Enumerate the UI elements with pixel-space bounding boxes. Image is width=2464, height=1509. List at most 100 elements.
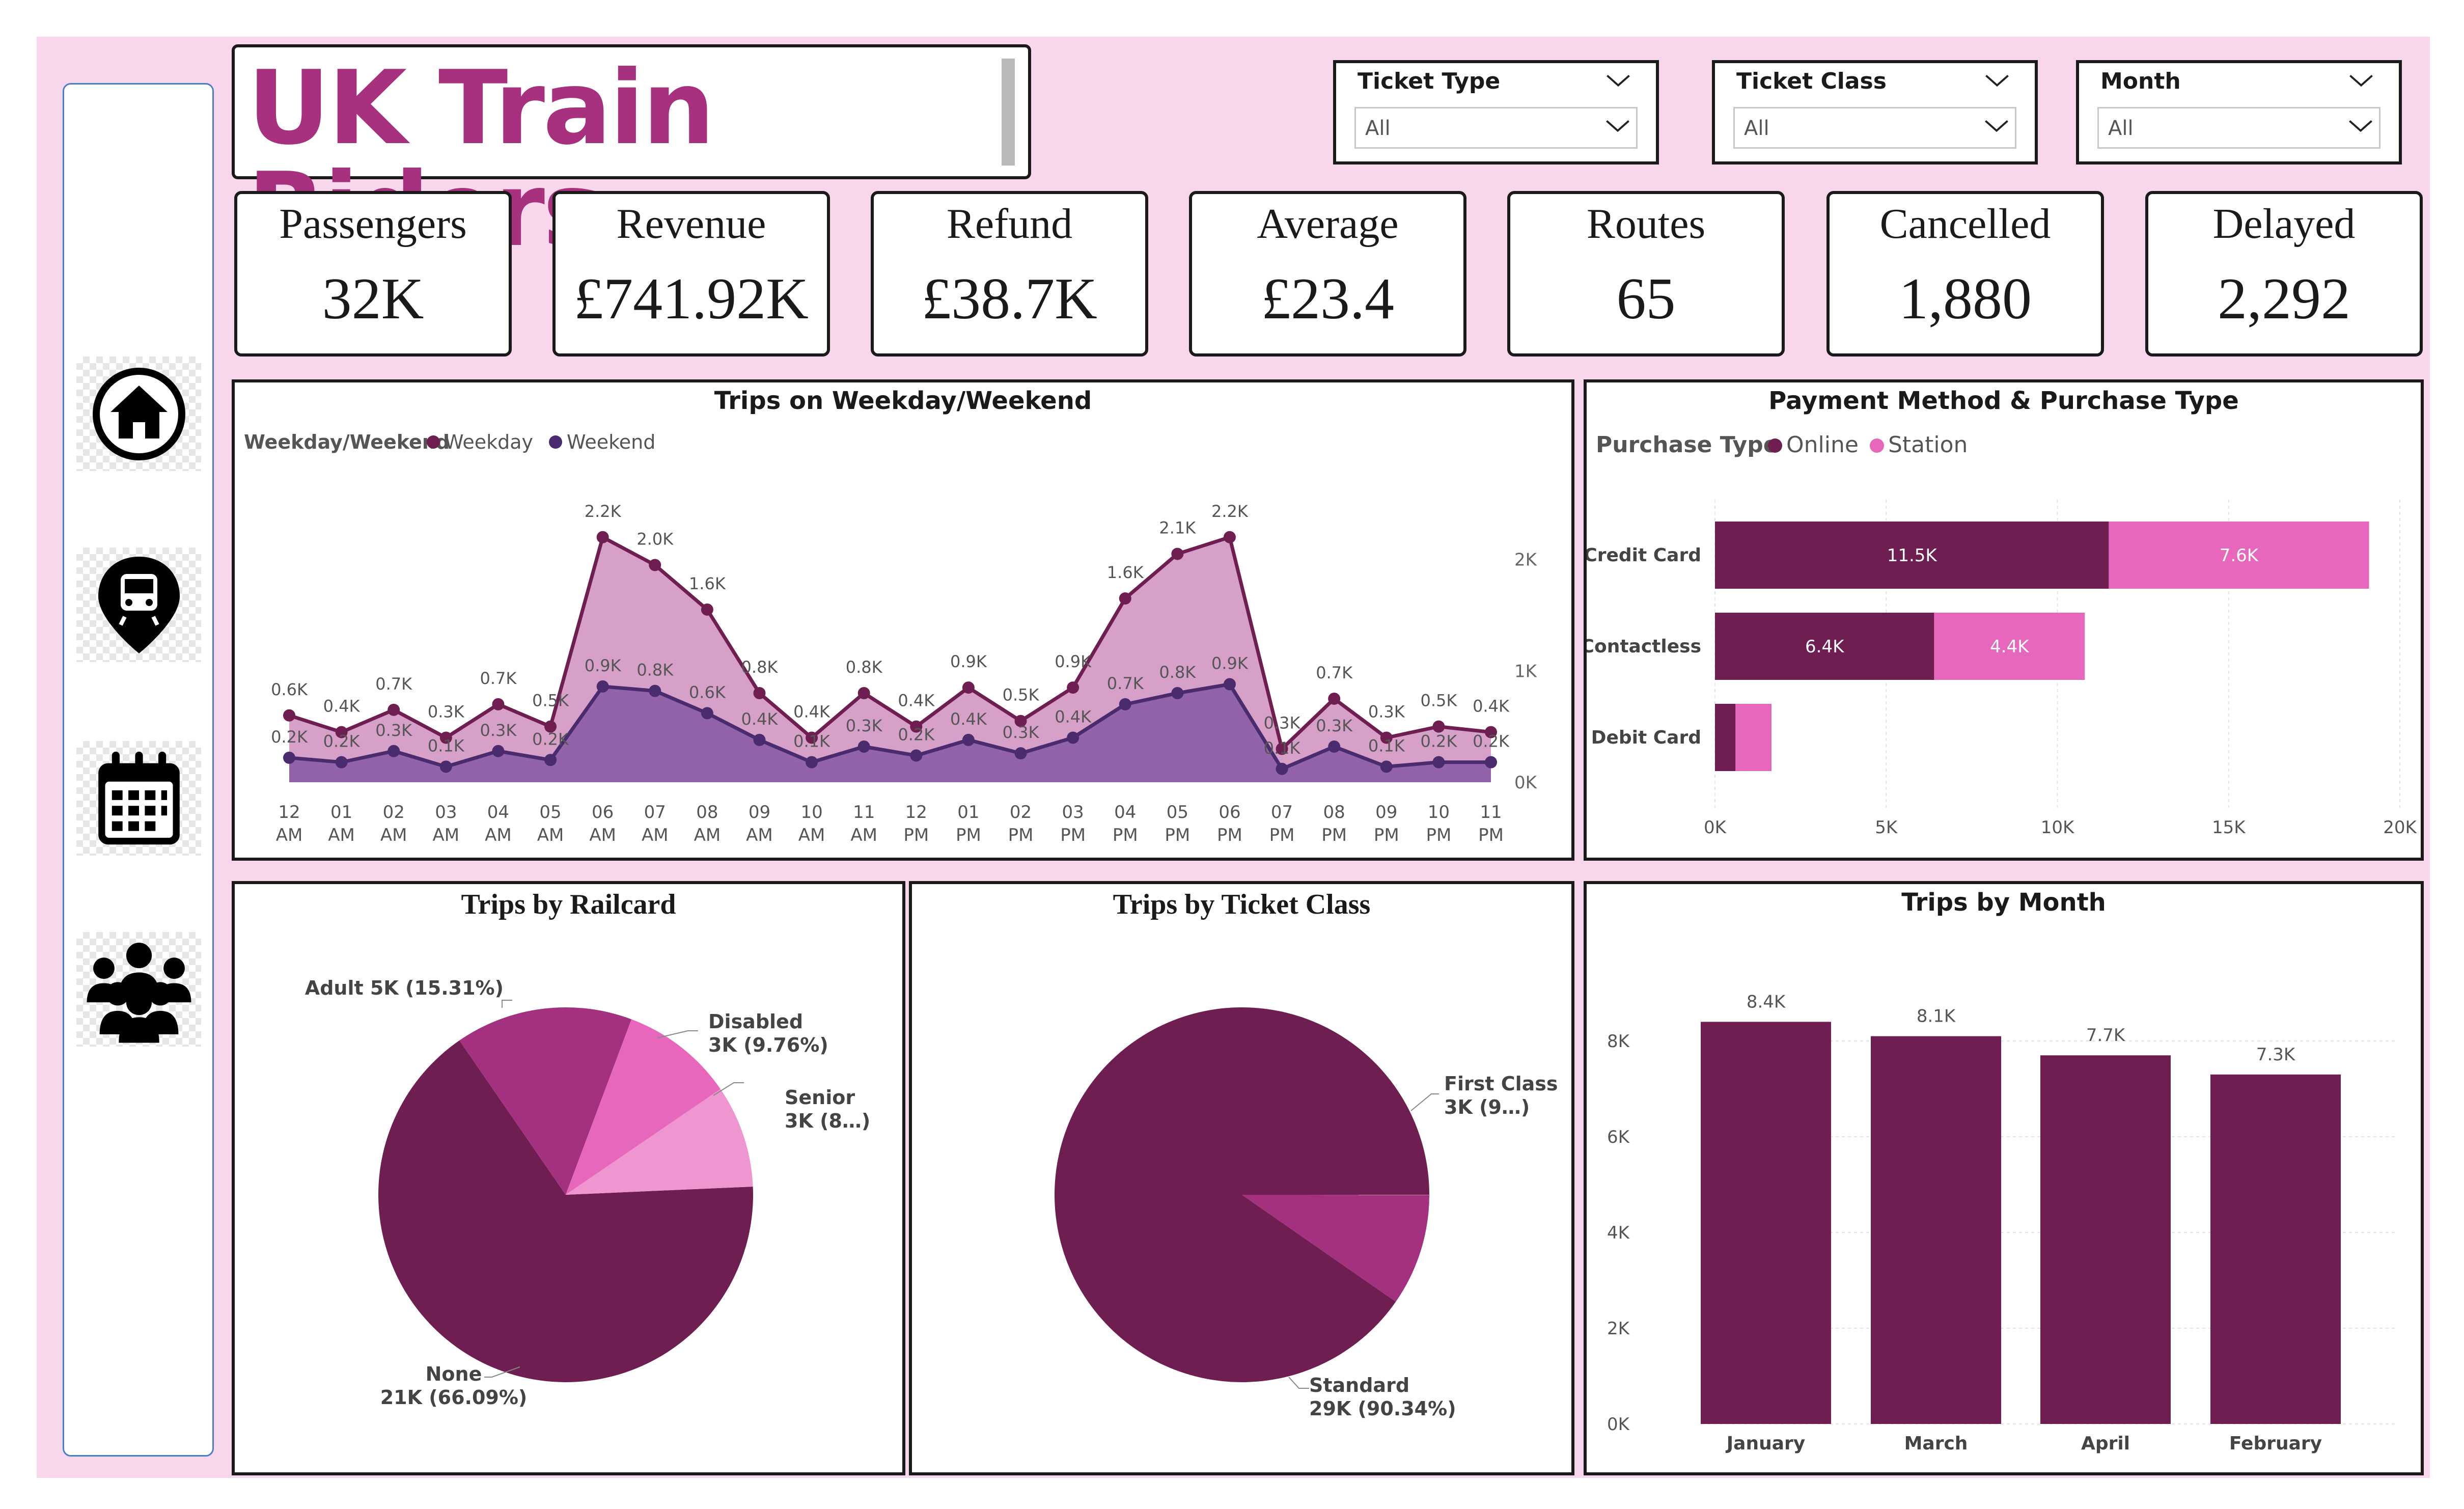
point-weekday[interactable] [1223,531,1236,543]
point-weekend[interactable] [649,684,661,697]
pie-label-value: 3K (9…) [1444,1096,1530,1118]
calendar-icon [98,751,180,844]
chevron-down-icon[interactable] [1985,74,2009,87]
bar-march[interactable] [1871,1036,2001,1424]
point-weekday[interactable] [335,726,348,738]
point-weekend[interactable] [283,751,295,764]
data-label-weekend: 0.7K [1107,674,1144,693]
point-weekday[interactable] [1485,726,1497,738]
point-weekend[interactable] [1328,740,1341,753]
point-weekend[interactable] [492,745,505,757]
point-weekday[interactable] [1328,692,1341,705]
bar-station[interactable] [1735,704,1771,771]
data-label-weekday: 0.3K [1368,702,1405,722]
point-weekend[interactable] [1432,756,1445,769]
bar-online[interactable] [1715,522,2109,589]
point-weekday[interactable] [544,720,557,733]
legend-label-weekend: Weekend [567,431,655,453]
pie-label-value: 3K (9.76%) [708,1034,828,1056]
bar-april[interactable] [2040,1055,2171,1424]
point-weekday[interactable] [387,703,400,716]
title-scrollbar[interactable] [1002,59,1015,166]
home-icon [92,367,185,460]
data-label-weekday: 1.6K [1107,563,1144,582]
people-icon [87,942,191,1043]
nav-passengers-button[interactable] [76,932,201,1047]
point-weekend[interactable] [1380,760,1393,773]
slicer-label: Ticket Class [1736,68,1887,94]
slicer-dropdown[interactable]: All [1733,107,2016,149]
point-weekend[interactable] [857,740,870,753]
point-weekday[interactable] [1171,547,1184,560]
point-weekend[interactable] [596,680,609,693]
chevron-down-icon[interactable] [1984,120,2009,132]
point-weekday[interactable] [1432,720,1445,733]
bar-online[interactable] [1715,704,1736,771]
point-weekend[interactable] [806,756,818,769]
bar-station[interactable] [1934,613,2085,680]
x-tick-label: 5K [1875,817,1898,838]
kpi-value: £38.7K [922,266,1097,332]
point-weekend[interactable] [701,707,713,720]
point-weekday[interactable] [1067,681,1079,694]
point-weekend[interactable] [753,733,766,746]
point-weekend[interactable] [335,756,348,769]
pie-slice-adult[interactable] [459,1007,632,1195]
point-weekend[interactable] [1067,731,1079,744]
leader-line [502,1000,512,1008]
point-weekday[interactable] [283,709,295,722]
pie-slice-senior[interactable] [566,1089,753,1195]
point-weekday[interactable] [857,687,870,699]
kpi-value: 32K [322,266,424,332]
point-weekday[interactable] [492,698,505,710]
leader-line [713,1082,744,1096]
point-weekday[interactable] [1380,731,1393,744]
point-weekday[interactable] [649,559,661,571]
point-weekday[interactable] [439,731,452,744]
data-label-weekend: 0.2K [898,725,935,745]
kpi-card-average: Average £23.4 [1189,191,1466,356]
point-weekend[interactable] [387,745,400,757]
railcard-pie-title: Trips by Railcard [461,889,676,920]
bar-february[interactable] [2210,1074,2341,1424]
point-weekend[interactable] [910,749,923,762]
bar-january[interactable] [1701,1022,1831,1424]
pie-slice-disabled[interactable] [566,1019,721,1195]
point-weekday[interactable] [1276,743,1288,755]
point-weekday[interactable] [1119,592,1131,605]
data-label-weekend: 0.9K [1211,654,1249,673]
point-weekend[interactable] [962,733,975,746]
slicer-dropdown[interactable]: All [1354,107,1638,149]
point-weekend[interactable] [1485,756,1497,769]
chevron-down-icon[interactable] [1605,120,1630,132]
bar-online[interactable] [1715,613,1934,680]
point-weekend[interactable] [1171,687,1184,699]
pie-slice-first-class[interactable] [1242,1195,1429,1302]
point-weekend[interactable] [1276,762,1288,775]
chevron-down-icon[interactable] [2348,120,2373,132]
pie-slice-none[interactable] [378,1040,753,1382]
point-weekend[interactable] [439,760,452,773]
chevron-down-icon[interactable] [2349,74,2373,87]
point-weekday[interactable] [910,720,923,733]
point-weekday[interactable] [1014,715,1027,727]
pie-label-name: First Class [1444,1073,1558,1095]
point-weekday[interactable] [701,603,713,616]
point-weekday[interactable] [962,681,975,694]
x-tick-label: AM [433,825,460,845]
point-weekend[interactable] [1014,747,1027,760]
nav-home-button[interactable] [76,356,201,471]
nav-routes-button[interactable] [76,547,201,662]
bar-station[interactable] [2109,522,2369,589]
data-label-weekend: 0.4K [741,709,779,729]
point-weekday[interactable] [596,531,609,543]
point-weekend[interactable] [1223,678,1236,691]
chevron-down-icon[interactable] [1606,74,1630,87]
slicer-dropdown[interactable]: All [2097,107,2380,149]
point-weekday[interactable] [806,731,818,744]
data-label-weekend: 0.1K [793,732,830,751]
point-weekend[interactable] [544,754,557,766]
nav-calendar-button[interactable] [76,741,201,856]
point-weekend[interactable] [1119,698,1131,710]
point-weekday[interactable] [753,687,766,699]
